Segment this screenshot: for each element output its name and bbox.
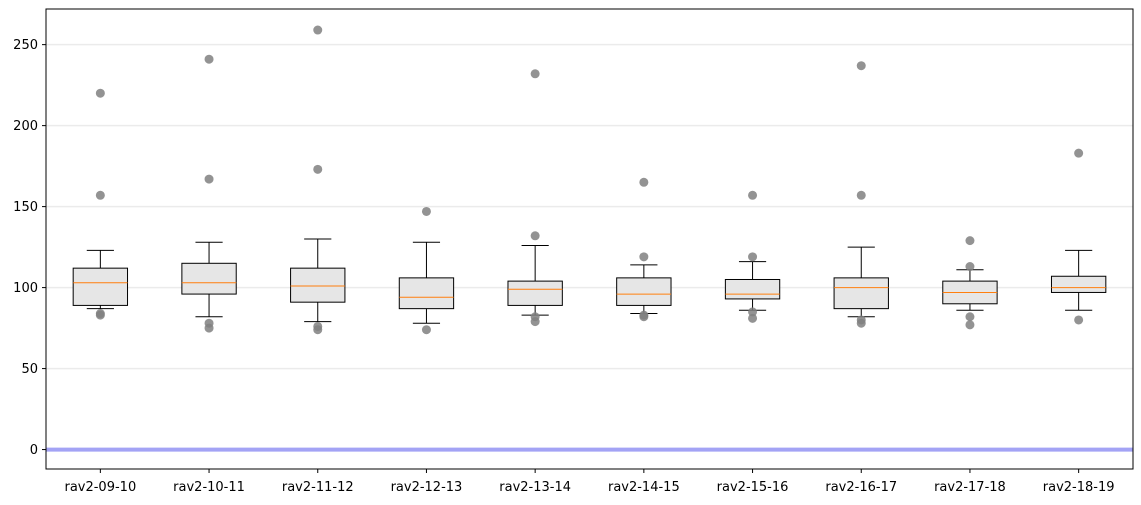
outlier-point bbox=[965, 312, 975, 322]
plot-frame bbox=[45, 8, 1134, 470]
y-tick-label: 150 bbox=[13, 200, 38, 215]
outlier-point bbox=[421, 325, 431, 335]
box-rav2-13-14 bbox=[507, 244, 563, 316]
x-tick-label: rav2-14-15 bbox=[608, 480, 680, 495]
outlier-point bbox=[748, 190, 758, 200]
outlier-point bbox=[204, 323, 214, 333]
x-tick-label: rav2-15-16 bbox=[717, 480, 789, 495]
y-tick-label: 50 bbox=[21, 362, 38, 377]
iqr-box bbox=[1050, 275, 1107, 293]
outlier-point bbox=[965, 262, 975, 272]
outlier-point bbox=[639, 252, 649, 262]
outlier-point bbox=[313, 325, 323, 335]
iqr-box bbox=[72, 267, 129, 306]
outlier-point bbox=[95, 190, 105, 200]
outlier-point bbox=[748, 252, 758, 262]
outlier-point bbox=[856, 190, 866, 200]
outlier-point bbox=[965, 320, 975, 330]
box-rav2-18-19 bbox=[1050, 249, 1107, 311]
box-rav2-09-10 bbox=[72, 249, 129, 310]
x-tick-label: rav2-12-13 bbox=[391, 480, 463, 495]
x-tick-label: rav2-13-14 bbox=[499, 480, 571, 495]
boxes-layer bbox=[72, 238, 1107, 324]
x-tick-label: rav2-11-12 bbox=[282, 480, 354, 495]
outlier-point bbox=[639, 177, 649, 187]
y-tick-label: 100 bbox=[13, 281, 38, 296]
iqr-box bbox=[724, 278, 781, 300]
iqr-box bbox=[290, 267, 346, 303]
outlier-point bbox=[95, 310, 105, 320]
box-rav2-17-18 bbox=[942, 269, 998, 311]
outlier-point bbox=[204, 54, 214, 64]
outlier-point bbox=[530, 231, 540, 241]
iqr-box bbox=[507, 280, 563, 306]
outlier-point bbox=[1074, 148, 1084, 158]
outlier-point bbox=[965, 236, 975, 246]
box-rav2-10-11 bbox=[181, 241, 237, 318]
outlier-point bbox=[1074, 315, 1084, 325]
outliers-layer bbox=[95, 25, 1084, 335]
y-tick-label: 250 bbox=[13, 38, 38, 53]
outlier-point bbox=[313, 164, 323, 174]
outlier-point bbox=[856, 318, 866, 328]
x-tick-label: rav2-10-11 bbox=[173, 480, 245, 495]
y-tick-label: 200 bbox=[13, 119, 38, 134]
box-rav2-12-13 bbox=[398, 241, 455, 324]
iqr-box bbox=[616, 277, 672, 306]
iqr-box bbox=[181, 262, 237, 295]
y-tick-label: 0 bbox=[30, 443, 38, 458]
y-axis: 0 50 100 150 200 250 bbox=[13, 38, 46, 458]
outlier-point bbox=[856, 61, 866, 71]
box-rav2-11-12 bbox=[290, 238, 346, 323]
outlier-point bbox=[748, 313, 758, 323]
box-rav2-14-15 bbox=[616, 264, 672, 315]
outlier-point bbox=[530, 69, 540, 79]
x-tick-label: rav2-09-10 bbox=[64, 480, 136, 495]
outlier-point bbox=[95, 88, 105, 98]
outlier-point bbox=[313, 25, 323, 35]
x-tick-label: rav2-17-18 bbox=[934, 480, 1006, 495]
iqr-box bbox=[398, 277, 455, 310]
iqr-box bbox=[833, 277, 889, 310]
box-rav2-16-17 bbox=[833, 246, 889, 318]
outlier-point bbox=[748, 307, 758, 317]
outlier-point bbox=[530, 317, 540, 327]
box-rav2-15-16 bbox=[724, 261, 781, 311]
outlier-point bbox=[204, 174, 214, 184]
x-tick-label: rav2-16-17 bbox=[825, 480, 897, 495]
outlier-point bbox=[421, 206, 431, 216]
x-tick-label: rav2-18-19 bbox=[1043, 480, 1115, 495]
outlier-point bbox=[639, 312, 649, 322]
x-axis: rav2-09-10 rav2-10-11 rav2-11-12 rav2-12-13… bbox=[64, 469, 1115, 495]
